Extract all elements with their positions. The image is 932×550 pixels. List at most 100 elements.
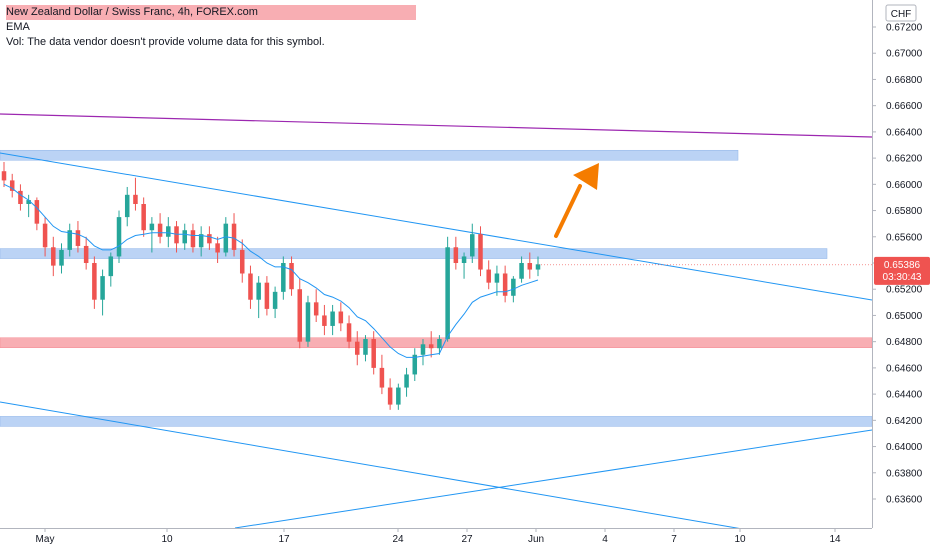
zone-1 — [0, 248, 828, 259]
date-tick-label: 27 — [461, 534, 473, 545]
zone-3 — [0, 416, 873, 427]
candle — [363, 335, 368, 362]
candle — [34, 197, 40, 231]
candle-body — [437, 339, 442, 349]
candle — [207, 226, 212, 250]
volume-notice: Vol: The data vendor doesn't provide vol… — [6, 36, 325, 48]
price-tick-label: 0.65600 — [886, 232, 923, 243]
candle — [9, 173, 15, 198]
candle — [239, 239, 245, 283]
candle-body — [67, 230, 72, 250]
candle-body — [494, 273, 500, 283]
candle — [486, 260, 491, 290]
last-price-value: 0.65386 — [884, 260, 921, 271]
candle-body — [256, 282, 261, 300]
lower-trendline — [0, 401, 761, 533]
candle-body — [445, 247, 450, 340]
ascending-trendline — [234, 429, 873, 529]
currency-label: CHF — [891, 9, 912, 20]
candle-body — [461, 256, 467, 263]
candle-body — [379, 367, 385, 388]
candle-body — [133, 194, 138, 204]
candle-body — [100, 276, 105, 300]
price-tick-label: 0.64200 — [886, 416, 923, 427]
candle — [166, 217, 171, 248]
candle-body — [322, 315, 327, 326]
candle — [149, 217, 155, 253]
candle-body — [51, 247, 56, 266]
symbol-title[interactable]: New Zealand Dollar / Swiss Franc, 4h, FO… — [6, 5, 416, 20]
candle — [502, 265, 508, 303]
candle-body — [420, 344, 426, 355]
price-tick-label: 0.66400 — [886, 127, 923, 138]
date-tick-label: 4 — [602, 534, 608, 545]
candle — [141, 197, 146, 237]
candle-body — [223, 223, 229, 253]
candle — [289, 256, 294, 296]
candle-body — [355, 341, 360, 355]
candle-body — [289, 263, 294, 290]
candle-body — [18, 190, 23, 204]
candle-body — [157, 223, 163, 237]
candle-body — [428, 344, 434, 349]
candle — [535, 256, 541, 277]
candle-body — [535, 264, 541, 270]
date-tick-label: 14 — [829, 534, 841, 545]
arrow-annotation — [554, 163, 599, 238]
candle-body — [182, 230, 187, 244]
descending-trendline — [0, 152, 873, 301]
date-tick-label: May — [36, 534, 55, 545]
price-tick-label: 0.66000 — [886, 180, 923, 191]
candle-body — [281, 263, 286, 292]
candle — [281, 256, 286, 300]
countdown-value: 03:30:43 — [883, 272, 922, 283]
ema-line — [3, 183, 539, 358]
candle-body — [1, 171, 7, 181]
candle — [470, 223, 475, 263]
price-tick-label: 0.63600 — [886, 495, 923, 506]
price-tick-label: 0.66800 — [886, 75, 923, 86]
candle — [346, 315, 352, 349]
candle-body — [92, 263, 97, 300]
price-tick-label: 0.67000 — [886, 49, 923, 60]
candle-body — [34, 200, 40, 224]
drawing-lines — [0, 113, 873, 533]
candle-body — [26, 200, 31, 204]
candle — [51, 236, 56, 277]
candle-body — [166, 226, 171, 237]
candle-body — [387, 387, 393, 405]
candle — [92, 256, 97, 309]
candle — [305, 295, 311, 347]
candle — [182, 223, 187, 250]
price-tick-label: 0.66200 — [886, 154, 923, 165]
date-tick-label: 10 — [161, 534, 173, 545]
date-tick-label: 24 — [392, 534, 404, 545]
candle — [215, 236, 220, 263]
price-tick-label: 0.64000 — [886, 442, 923, 453]
date-tick-label: 17 — [278, 534, 290, 545]
candle — [412, 348, 418, 381]
candle-body — [9, 180, 15, 191]
candle — [264, 276, 270, 316]
candle — [453, 236, 459, 270]
candle-body — [486, 269, 491, 283]
candle — [461, 252, 467, 279]
candle — [437, 335, 442, 355]
candle — [338, 302, 344, 332]
candle-body — [264, 282, 270, 309]
candle — [248, 265, 253, 309]
candle — [116, 210, 122, 263]
price-tick-label: 0.64800 — [886, 337, 923, 348]
candle-body — [346, 323, 352, 342]
candle — [420, 339, 426, 366]
candle — [478, 226, 483, 277]
ema-label[interactable]: EMA — [6, 21, 30, 33]
candle-body — [149, 223, 155, 231]
candle — [330, 304, 335, 336]
candle — [231, 213, 237, 257]
candle-body — [248, 273, 253, 300]
candle-body — [198, 234, 204, 248]
candle-body — [396, 387, 401, 405]
candle-body — [207, 234, 212, 244]
